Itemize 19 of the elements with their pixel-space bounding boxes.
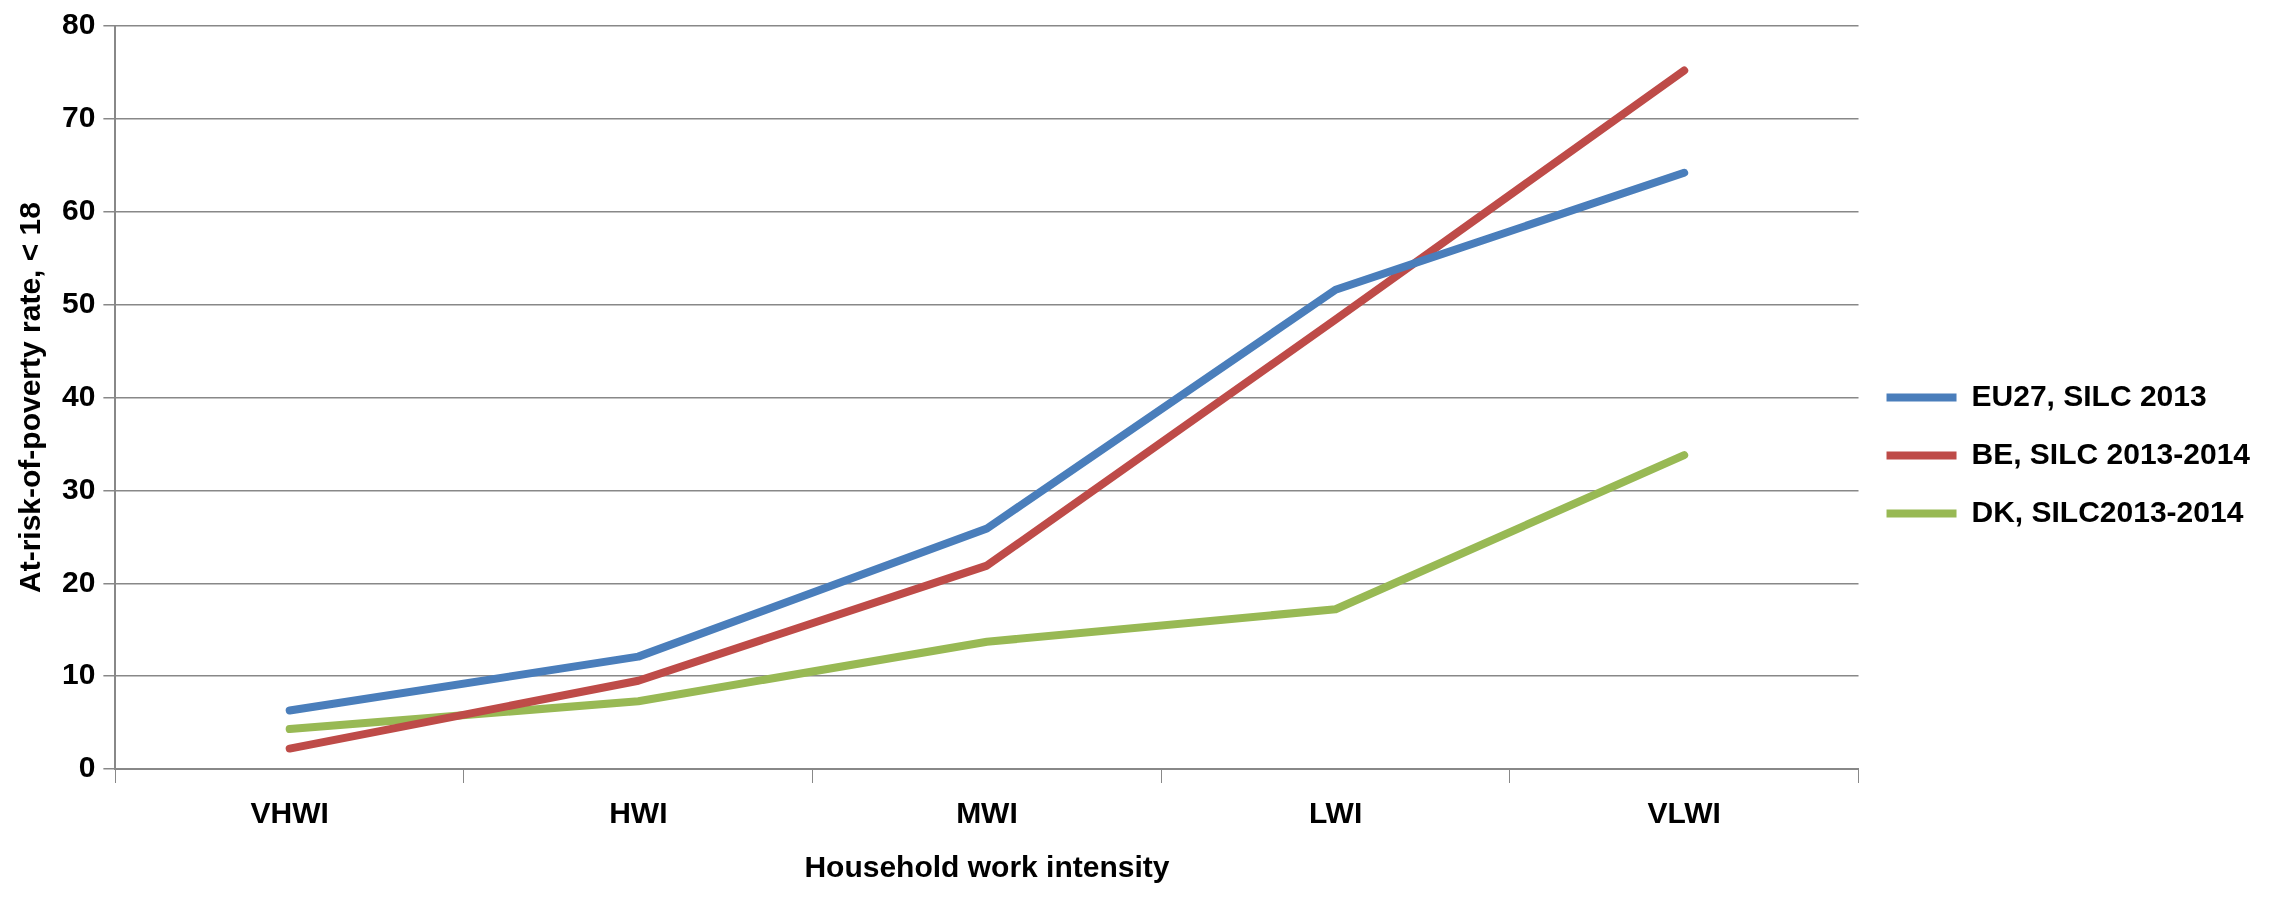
legend-label: EU27, SILC 2013 [1971, 378, 2207, 412]
x-tick-label: VLWI [1647, 796, 1721, 830]
x-tick-label: LWI [1308, 796, 1363, 830]
legend-label: BE, SILC 2013-2014 [1971, 436, 2251, 470]
y-tick-label: 50 [61, 285, 96, 319]
x-tick-label: VHWI [250, 796, 329, 830]
y-tick-label: 20 [61, 564, 96, 598]
legend-label: DK, SILC2013-2014 [1971, 494, 2244, 528]
y-tick-label: 80 [61, 7, 96, 41]
x-tick-label: HWI [609, 796, 668, 830]
y-tick-label: 0 [78, 750, 96, 784]
y-tick-label: 10 [61, 657, 96, 691]
y-tick-label: 30 [61, 471, 96, 505]
x-axis-title: Household work intensity [804, 850, 1170, 884]
y-tick-label: 40 [61, 378, 96, 412]
y-tick-label: 70 [61, 100, 96, 134]
y-tick-label: 60 [61, 193, 96, 227]
x-tick-label: MWI [956, 796, 1018, 830]
y-axis-title: At-risk-of-poverty rate, < 18 [13, 202, 47, 593]
